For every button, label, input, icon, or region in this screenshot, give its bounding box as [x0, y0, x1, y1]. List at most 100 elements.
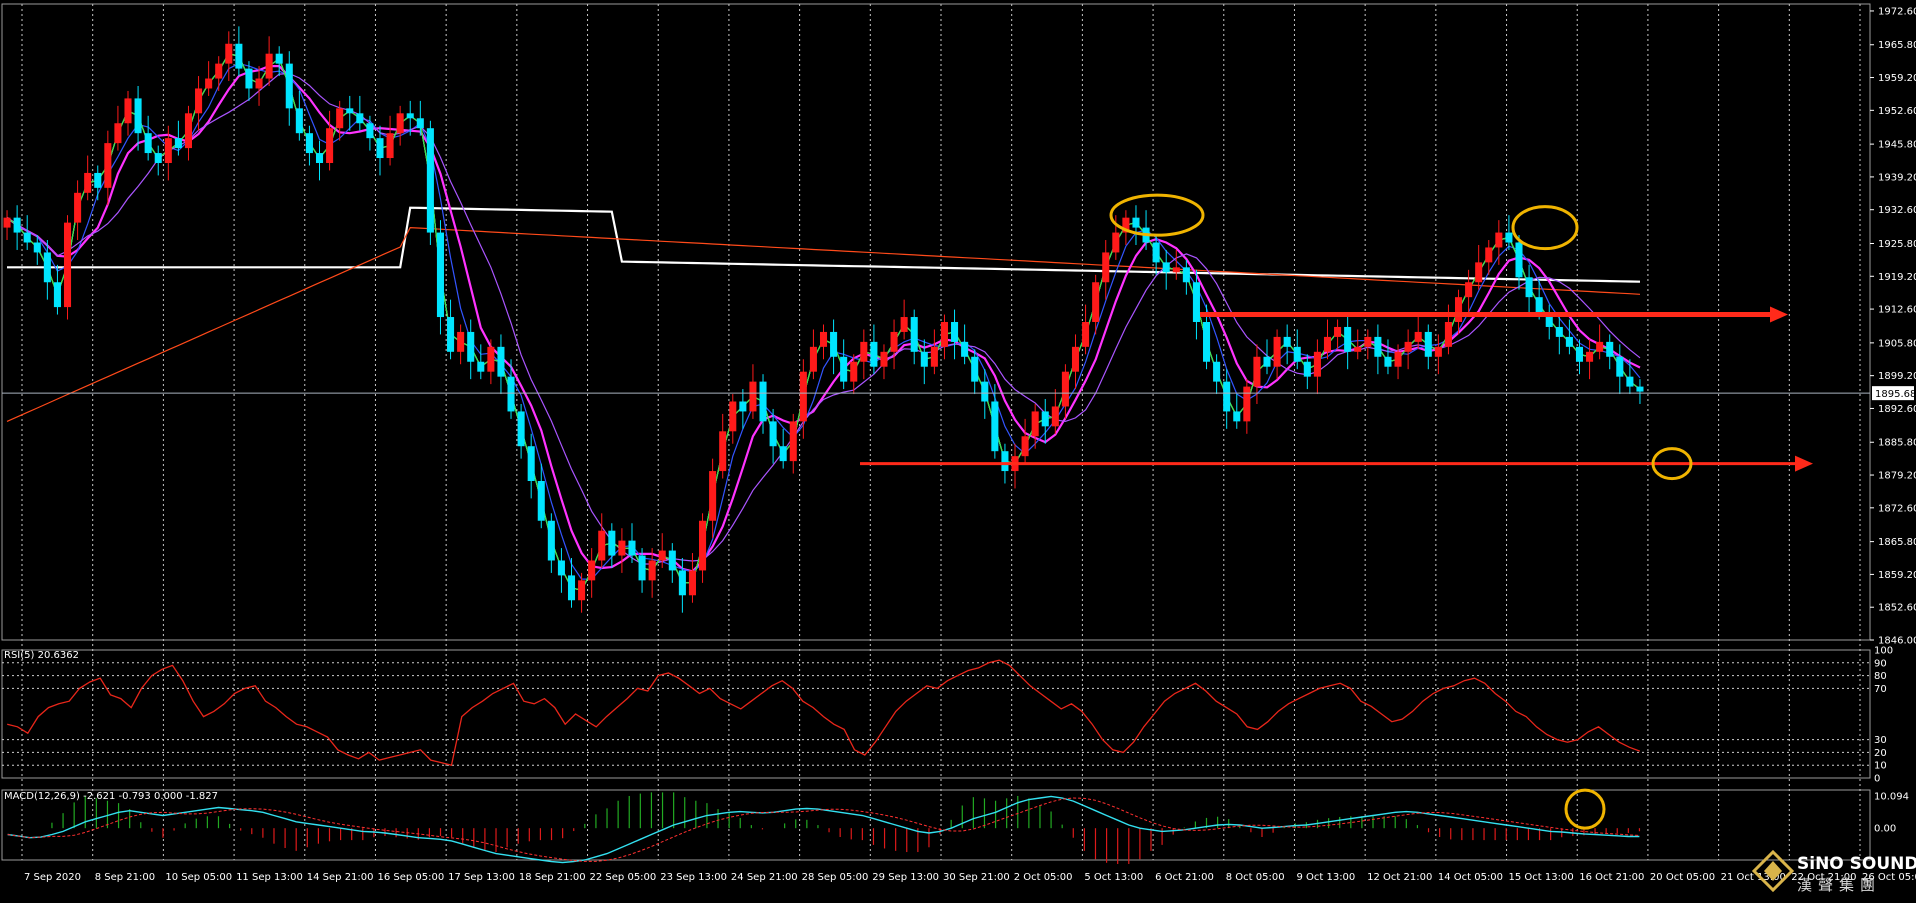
candle-body — [699, 520, 707, 571]
candle-body — [981, 381, 989, 402]
candle-body — [557, 560, 565, 576]
candle-body — [174, 138, 182, 149]
candle-body — [930, 346, 938, 367]
candle-body — [1384, 356, 1392, 367]
candle-body — [830, 331, 838, 357]
candle-body — [235, 43, 243, 69]
ma-line — [6, 226, 1641, 422]
candle-body — [1465, 282, 1473, 298]
candle-body — [517, 411, 525, 447]
candle-body — [154, 153, 162, 163]
candle-body — [880, 351, 888, 367]
candle-body — [1152, 242, 1160, 263]
macd-tick-label: 0.00 — [1874, 824, 1896, 835]
candle-body — [971, 356, 979, 382]
axes: 1972.60 1965.80 1959.20 1952.60 1945.80 1939.… — [24, 6, 1916, 883]
y-tick-label: 1872.60 — [1878, 503, 1916, 514]
y-tick-label: 1919.20 — [1878, 272, 1916, 283]
candle-body — [1233, 411, 1241, 422]
candle-body — [1092, 282, 1100, 322]
y-tick-label: 1912.60 — [1878, 305, 1916, 316]
candle-body — [1525, 277, 1533, 298]
candles — [3, 26, 1644, 613]
current-price-label: 1895.68 — [1875, 389, 1916, 400]
y-tick-label: 1932.60 — [1878, 205, 1916, 216]
candle-body — [225, 43, 233, 64]
logo-subtext: 漢聲集團 — [1797, 876, 1881, 894]
candle-body — [1203, 322, 1211, 362]
ma-line — [7, 206, 1641, 283]
candle-body — [1253, 356, 1261, 387]
candle-body — [305, 133, 313, 154]
candle-body — [265, 53, 273, 79]
candle-body — [1364, 336, 1372, 347]
x-tick-label: 17 Sep 13:00 — [448, 872, 515, 883]
candle-body — [1434, 346, 1442, 357]
x-tick-label: 20 Oct 05:00 — [1650, 872, 1715, 883]
x-tick-label: 2 Oct 05:00 — [1014, 872, 1073, 883]
candle-body — [1505, 232, 1513, 243]
y-tick-label: 1972.60 — [1878, 6, 1916, 17]
candle-body — [346, 108, 354, 114]
candle-body — [144, 133, 152, 154]
candle-body — [426, 128, 434, 233]
candle-body — [1586, 351, 1594, 362]
candle-body — [1454, 297, 1463, 322]
x-tick-label: 14 Sep 21:00 — [307, 872, 374, 883]
rsi-tick-label: 100 — [1874, 646, 1893, 657]
x-tick-label: 28 Sep 05:00 — [802, 872, 869, 883]
candle-body — [315, 153, 324, 163]
candle-body — [326, 128, 334, 163]
candle-body — [688, 570, 696, 596]
candle-body — [809, 346, 817, 372]
candle-body — [205, 78, 213, 89]
candle-body — [1575, 346, 1584, 362]
x-tick-label: 5 Oct 13:00 — [1084, 872, 1143, 883]
candle-body — [1041, 411, 1049, 427]
candle-body — [1485, 247, 1493, 263]
candle-body — [245, 68, 253, 89]
macd-pane: 10.094 0.00 — [7, 788, 1909, 864]
candle-body — [467, 331, 475, 362]
annotations: 1895.68 — [2, 193, 1916, 481]
candle-body — [1071, 346, 1080, 372]
candle-body — [1354, 346, 1362, 352]
x-tick-label: 29 Sep 13:00 — [872, 872, 939, 883]
candle-body — [366, 123, 374, 139]
candle-body — [940, 322, 948, 347]
candle-body — [769, 421, 777, 447]
candle-body — [608, 530, 616, 556]
candle-body — [487, 346, 495, 372]
candle-body — [598, 530, 606, 561]
candle-body — [1132, 217, 1140, 228]
grid — [1, 3, 1871, 861]
company-logo: SiNO SOUND 漢聲集團 — [1751, 849, 1916, 894]
candle-body — [1112, 232, 1120, 253]
rsi-tick-label: 70 — [1874, 684, 1887, 695]
x-tick-label: 18 Sep 21:00 — [519, 872, 586, 883]
candle-body — [618, 540, 626, 556]
candle-body — [1213, 361, 1221, 382]
candle-body — [114, 123, 122, 144]
candle-body — [1243, 386, 1251, 422]
candle-body — [1636, 386, 1644, 392]
candle-body — [507, 376, 515, 412]
candle-body — [184, 113, 193, 149]
x-tick-label: 30 Sep 21:00 — [943, 872, 1010, 883]
candle-body — [709, 471, 717, 521]
x-tick-label: 11 Sep 13:00 — [236, 872, 303, 883]
y-tick-label: 1865.80 — [1878, 537, 1916, 548]
candle-body — [779, 446, 787, 462]
y-tick-label: 1892.60 — [1878, 404, 1916, 415]
candle-body — [1545, 312, 1553, 327]
y-tick-label: 1905.80 — [1878, 338, 1916, 349]
candle-body — [1475, 262, 1483, 283]
candle-body — [3, 217, 11, 228]
candle-body — [658, 550, 666, 561]
candle-body — [356, 113, 364, 124]
x-tick-label: 7 Sep 2020 — [24, 872, 81, 883]
candle-body — [336, 108, 344, 129]
y-tick-label: 1852.60 — [1878, 603, 1916, 614]
x-tick-label: 10 Sep 05:00 — [165, 872, 232, 883]
candle-body — [63, 222, 72, 308]
